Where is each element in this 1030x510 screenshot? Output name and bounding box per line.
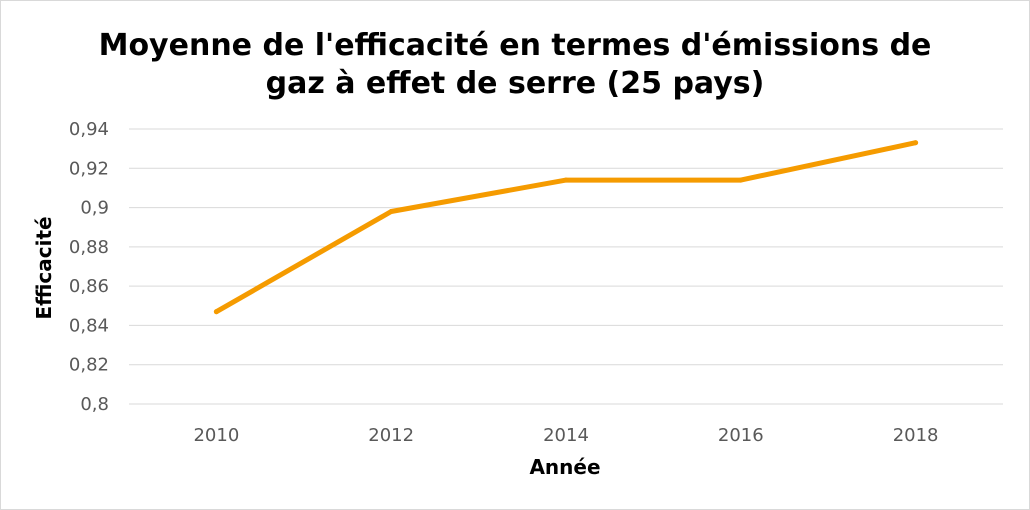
x-tick-label: 2012 bbox=[368, 425, 414, 446]
y-tick-label: 0,84 bbox=[69, 315, 109, 336]
y-tick-label: 0,94 bbox=[69, 119, 109, 140]
y-axis-label: Efficacité bbox=[32, 216, 56, 319]
data-point bbox=[388, 209, 394, 214]
x-axis-label: Année bbox=[529, 455, 600, 479]
y-tick-label: 0,86 bbox=[69, 276, 109, 297]
x-tick-label: 2014 bbox=[543, 425, 589, 446]
gridlines bbox=[129, 128, 1003, 405]
data-point bbox=[213, 309, 219, 315]
y-axis-ticks: 0,8 0,82 0,84 0,86 0,88 0,9 0,92 0,94 bbox=[69, 119, 109, 415]
series-layer bbox=[213, 140, 919, 315]
data-point bbox=[738, 177, 744, 183]
y-tick-label: 0,88 bbox=[69, 237, 109, 258]
y-tick-label: 0,9 bbox=[80, 198, 109, 219]
x-tick-label: 2016 bbox=[718, 425, 764, 446]
x-tick-label: 2010 bbox=[193, 425, 239, 446]
y-tick-label: 0,82 bbox=[69, 355, 109, 376]
x-axis-ticks: 2010 2012 2014 2016 2018 bbox=[193, 425, 938, 446]
chart-title-line-1: Moyenne de l'efficacité en termes d'émis… bbox=[99, 28, 932, 63]
data-point bbox=[913, 140, 919, 146]
y-tick-label: 0,92 bbox=[69, 158, 109, 179]
y-tick-label: 0,8 bbox=[80, 394, 109, 415]
data-point bbox=[563, 177, 569, 183]
chart-title-line-2: gaz à effet de serre (25 pays) bbox=[266, 66, 765, 101]
x-tick-label: 2018 bbox=[893, 425, 939, 446]
